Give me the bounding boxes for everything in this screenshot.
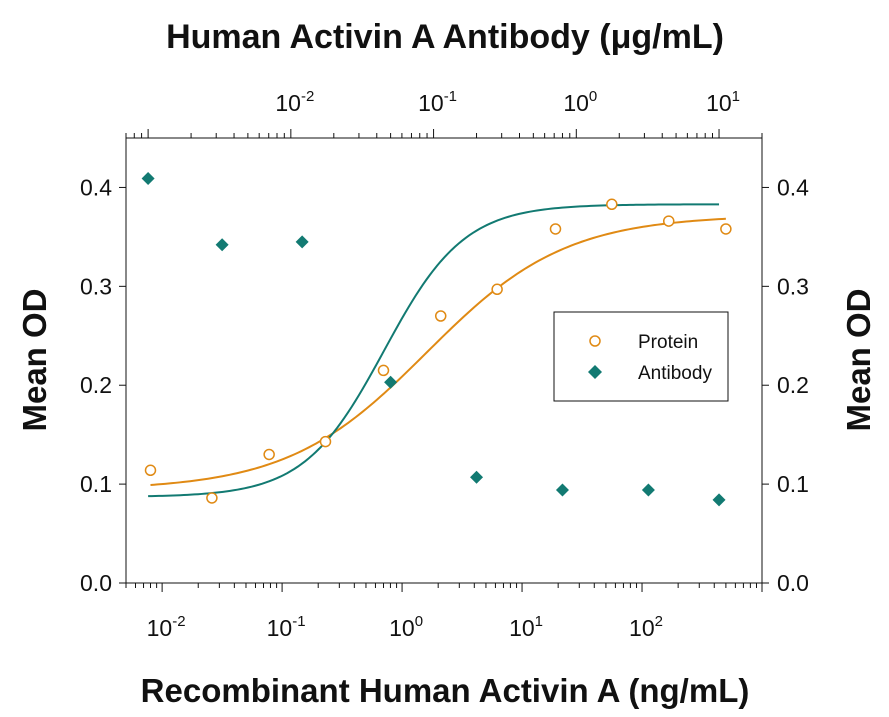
data-point-protein (206, 492, 218, 504)
y-tick-label-right: 0.2 (777, 372, 809, 398)
legend-marker-antibody (588, 365, 602, 379)
y-tick-label-right: 0.4 (777, 174, 809, 200)
y-tick-label-left: 0.2 (80, 372, 112, 398)
x-bottom-tick-label: 100 (389, 613, 423, 641)
y-tick-label-right: 0.0 (777, 570, 809, 596)
data-point-protein (434, 310, 447, 322)
legend-marker-protein (589, 335, 601, 347)
data-point-protein (491, 283, 503, 296)
chart-title: Human Activin A Antibody (μg/mL) (166, 18, 724, 56)
data-points (141, 172, 732, 507)
data-point-antibody (555, 483, 569, 497)
data-point-antibody (470, 470, 484, 484)
data-point-antibody (295, 235, 309, 249)
data-point-protein (662, 215, 675, 227)
y-tick-label-left: 0.0 (80, 570, 112, 596)
y-tick-label-left: 0.4 (80, 174, 112, 200)
y-tick-label-left: 0.3 (80, 273, 112, 299)
legend-box (553, 311, 729, 402)
data-point-protein (319, 435, 332, 448)
x-bottom-tick-label: 102 (629, 613, 663, 641)
data-point-protein (377, 364, 390, 377)
x-top-tick-label: 10-2 (275, 88, 314, 116)
data-point-protein (720, 223, 732, 235)
x-bottom-tick-label: 10-2 (147, 613, 186, 641)
fit-curve-antibody (148, 203, 720, 498)
legend-label-protein: Protein (638, 332, 698, 353)
y-axis-title-left: Mean OD (16, 288, 53, 431)
plot-frame (125, 137, 763, 584)
data-point-antibody (712, 493, 726, 507)
data-point-antibody (384, 375, 398, 389)
data-point-antibody (215, 238, 229, 252)
x-axis-title: Recombinant Human Activin A (ng/mL) (141, 672, 750, 709)
y-tick-label-right: 0.3 (777, 273, 809, 299)
legend: Protein Antibody (553, 311, 729, 402)
x-bottom-tick-label: 101 (509, 613, 543, 641)
y-axis-title-right: Mean OD (840, 288, 877, 431)
data-point-protein (606, 198, 618, 211)
data-point-protein (144, 464, 157, 477)
data-point-antibody (141, 172, 155, 186)
x-top-tick-label: 100 (563, 88, 597, 116)
fit-curve-protein (150, 217, 726, 486)
data-point-protein (263, 448, 275, 461)
legend-label-antibody: Antibody (638, 363, 712, 384)
fit-curves (148, 203, 726, 498)
y-tick-label-right: 0.1 (777, 471, 809, 497)
x-top-tick-label: 10-1 (418, 88, 457, 116)
y-tick-label-left: 0.1 (80, 471, 112, 497)
axis-ticks: 0.0 0.0 0.1 0.1 0.2 0.2 0.3 0.3 0.4 0.4 10-2 10-1 10… (80, 88, 809, 641)
x-top-tick-label: 101 (706, 88, 740, 116)
data-point-antibody (641, 483, 655, 497)
x-bottom-tick-label: 10-1 (267, 613, 306, 641)
data-point-protein (549, 223, 562, 235)
